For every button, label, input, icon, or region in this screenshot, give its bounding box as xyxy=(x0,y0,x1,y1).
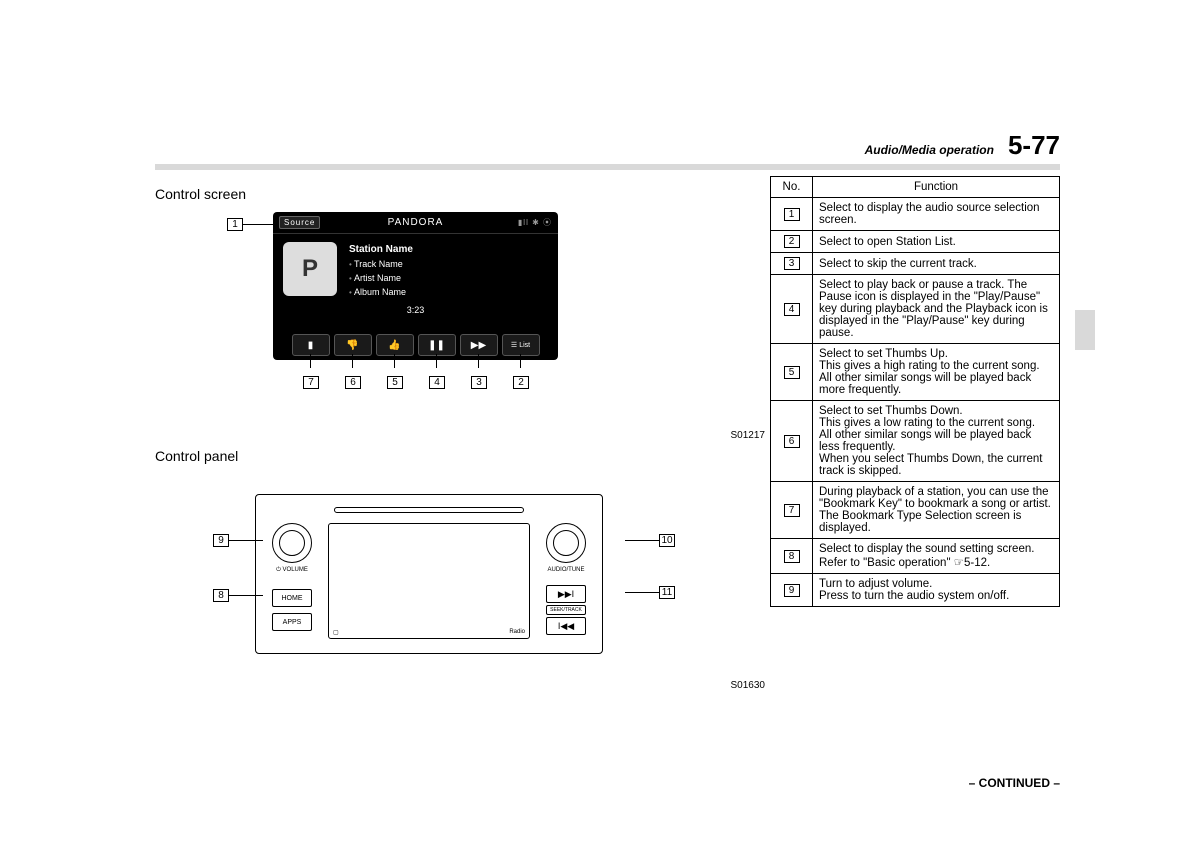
track-info: Station Name Track Name Artist Name Albu… xyxy=(349,242,413,297)
album-name: Album Name xyxy=(349,287,413,297)
callout-2: 2 xyxy=(513,376,529,389)
table-row: 2 Select to open Station List. xyxy=(771,231,1060,253)
artist-name: Artist Name xyxy=(349,273,413,283)
callout-5: 5 xyxy=(387,376,403,389)
table-row: 5 Select to set Thumbs Up. This gives a h… xyxy=(771,344,1060,401)
callout-8: 8 xyxy=(213,589,229,602)
control-screen-figure: 1 Source PANDORA ▮ll ✱ ⦿ P Station Name … xyxy=(255,212,625,412)
control-panel-figure: 9 8 10 11 ⏻ VOLUME xyxy=(155,494,625,704)
header-page-number: 5-77 xyxy=(1008,130,1060,161)
screen-title: PANDORA xyxy=(388,217,444,228)
skip-button[interactable]: ▶▶ xyxy=(460,334,498,356)
row-number: 6 xyxy=(784,435,800,448)
tune-label: AUDIO/TUNE xyxy=(541,567,591,573)
table-row: 1 Select to display the audio source sele… xyxy=(771,198,1060,231)
row-number: 3 xyxy=(784,257,800,270)
row-function: Select to play back or pause a track. Th… xyxy=(813,275,1060,344)
callout-10: 10 xyxy=(659,534,675,547)
table-header-no: No. xyxy=(771,177,813,198)
table-row: 8 Select to display the sound setting scr… xyxy=(771,539,1060,574)
apps-button[interactable]: APPS xyxy=(272,613,312,631)
callout-9: 9 xyxy=(213,534,229,547)
row-function: Select to skip the current track. xyxy=(813,253,1060,275)
figure-code-2: S01630 xyxy=(731,680,765,691)
track-name: Track Name xyxy=(349,259,413,269)
volume-label: ⏻ VOLUME xyxy=(267,567,317,574)
pandora-logo: P xyxy=(283,242,337,296)
row-number: 9 xyxy=(784,584,800,597)
row-function: Select to open Station List. xyxy=(813,231,1060,253)
table-header-function: Function xyxy=(813,177,1060,198)
seek-forward-button[interactable]: ▶▶I xyxy=(546,585,586,603)
cd-slot xyxy=(334,507,524,513)
thumbs-up-button[interactable]: 👍 xyxy=(376,334,414,356)
row-function: Select to set Thumbs Up. This gives a hi… xyxy=(813,344,1060,401)
playback-time: 3:23 xyxy=(273,305,558,315)
row-number: 4 xyxy=(784,303,800,316)
seek-label: SEEK/TRACK xyxy=(546,605,586,615)
display-area: ▢Radio xyxy=(328,523,530,639)
row-function: Select to display the audio source selec… xyxy=(813,198,1060,231)
control-screen-title: Control screen xyxy=(155,186,625,202)
thumbs-down-button[interactable]: 👎 xyxy=(334,334,372,356)
row-function: Select to display the sound setting scre… xyxy=(813,539,1060,574)
callout-1: 1 xyxy=(227,218,243,231)
row-function: Turn to adjust volume. Press to turn the… xyxy=(813,574,1060,607)
table-row: 4 Select to play back or pause a track. T… xyxy=(771,275,1060,344)
page-tab xyxy=(1075,310,1095,350)
volume-knob[interactable] xyxy=(272,523,312,563)
table-row: 3 Select to skip the current track. xyxy=(771,253,1060,275)
status-icons: ▮ll ✱ ⦿ xyxy=(518,217,552,228)
row-number: 5 xyxy=(784,366,800,379)
row-number: 1 xyxy=(784,208,800,221)
station-name: Station Name xyxy=(349,244,413,255)
head-unit-panel: ⏻ VOLUME AUDIO/TUNE HOME APPS ▶▶I SEEK/T… xyxy=(255,494,603,654)
seek-back-button[interactable]: I◀◀ xyxy=(546,617,586,635)
list-button[interactable]: ☰ List xyxy=(502,334,540,356)
callout-11: 11 xyxy=(659,586,675,599)
source-button[interactable]: Source xyxy=(279,216,320,229)
table-row: 7 During playback of a station, you can u… xyxy=(771,482,1060,539)
bookmark-button[interactable]: ▮ xyxy=(292,334,330,356)
pause-button[interactable]: ❚❚ xyxy=(418,334,456,356)
continued-label: – CONTINUED – xyxy=(969,776,1060,790)
row-function: During playback of a station, you can us… xyxy=(813,482,1060,539)
callout-7: 7 xyxy=(303,376,319,389)
callout-3: 3 xyxy=(471,376,487,389)
row-number: 8 xyxy=(784,550,800,563)
table-row: 9 Turn to adjust volume. Press to turn th… xyxy=(771,574,1060,607)
control-panel-title: Control panel xyxy=(155,448,625,464)
callout-6: 6 xyxy=(345,376,361,389)
tune-knob[interactable] xyxy=(546,523,586,563)
function-table: No. Function 1 Select to display the audi… xyxy=(770,176,1060,607)
header-rule xyxy=(155,164,1060,170)
figure-code-1: S01217 xyxy=(731,430,765,441)
pandora-screen: Source PANDORA ▮ll ✱ ⦿ P Station Name Tr… xyxy=(273,212,558,360)
row-number: 7 xyxy=(784,504,800,517)
row-number: 2 xyxy=(784,235,800,248)
row-function: Select to set Thumbs Down. This gives a … xyxy=(813,401,1060,482)
callout-4: 4 xyxy=(429,376,445,389)
header-section: Audio/Media operation xyxy=(865,143,994,157)
table-row: 6 Select to set Thumbs Down. This gives a… xyxy=(771,401,1060,482)
home-button[interactable]: HOME xyxy=(272,589,312,607)
